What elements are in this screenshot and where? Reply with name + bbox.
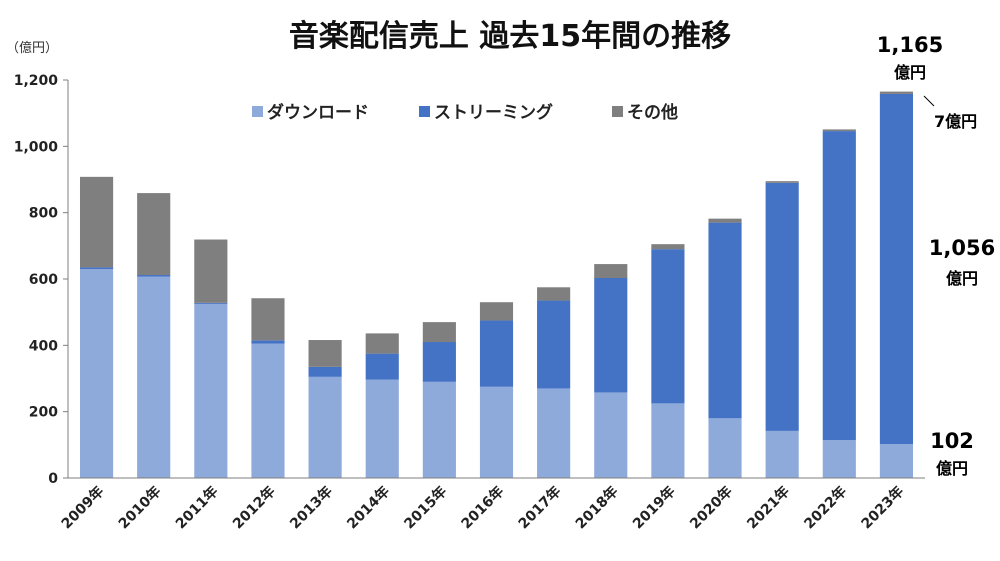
bar-download-11 [651, 403, 685, 478]
bar-other-12 [708, 218, 742, 223]
bar-streaming-6 [365, 353, 399, 380]
x-tick-label: 2011年 [172, 483, 221, 532]
bar-streaming-14 [822, 131, 856, 441]
y-tick-label: 200 [29, 405, 58, 421]
y-axis-unit: （億円） [6, 40, 58, 56]
annotation-other-label: 7億円 [934, 112, 977, 131]
annotation-total-value: 1,165 [877, 33, 943, 57]
y-tick-label: 1,000 [14, 139, 59, 155]
bar-streaming-2 [137, 275, 171, 277]
annotation-streaming-value: 1,056 [929, 236, 995, 260]
annotation-total-unit: 億円 [894, 63, 926, 82]
bar-other-6 [365, 333, 399, 354]
x-tick-label: 2009年 [58, 483, 107, 532]
annotation-download-value: 102 [930, 429, 974, 453]
x-tick-label: 2012年 [229, 483, 278, 532]
bar-streaming-4 [251, 340, 285, 344]
y-axis: 0 200 400 600 800 1,000 1,200 [14, 73, 69, 487]
y-tick-label: 600 [29, 272, 58, 288]
bar-other-5 [308, 340, 342, 367]
y-tick-label: 0 [48, 471, 58, 487]
bar-other-1 [79, 176, 114, 268]
bar-streaming-1 [79, 267, 114, 270]
bar-download-5 [308, 376, 342, 478]
legend-label-streaming: ストリーミング [434, 102, 553, 123]
bar-download-4 [251, 343, 285, 478]
bar-streaming-3 [194, 302, 228, 304]
bar-download-1 [79, 269, 114, 478]
bar-streaming-11 [651, 249, 685, 404]
bar-streaming-10 [594, 278, 628, 393]
bar-download-12 [708, 418, 742, 478]
annotation-download-unit: 億円 [936, 459, 968, 478]
bar-streaming-5 [308, 366, 342, 377]
x-tick-label: 2021年 [744, 483, 793, 532]
bar-streaming-12 [708, 222, 742, 419]
legend-swatch-other [612, 106, 623, 117]
legend-swatch-streaming [419, 106, 430, 117]
bar-other-7 [422, 322, 456, 343]
bar-other-15 [879, 91, 914, 94]
annotation-streaming-unit: 億円 [946, 269, 978, 288]
x-tick-label: 2015年 [401, 483, 450, 532]
x-axis: 2009年 2010年 2011年 2012年 2013年 2014年 2015年 2016年… [58, 477, 925, 532]
annotations: 1,165 億円 7億円 1,056 億円 102 億円 [877, 33, 995, 478]
x-tick-label: 2013年 [286, 483, 335, 532]
bar-other-3 [194, 239, 228, 303]
chart-title: 音楽配信売上 過去15年間の推移 [289, 19, 731, 54]
bar-download-13 [765, 430, 799, 478]
legend: ダウンロード ストリーミング その他 [252, 102, 678, 123]
bar-other-9 [537, 287, 571, 301]
annotation-other-leader [923, 95, 935, 107]
bar-download-15 [879, 444, 914, 478]
legend-label-other: その他 [627, 102, 678, 123]
bar-other-2 [137, 193, 171, 276]
bar-streaming-9 [537, 300, 571, 389]
bar-other-14 [822, 129, 856, 132]
bar-streaming-15 [879, 93, 914, 445]
bar-streaming-8 [479, 320, 514, 387]
bar-other-4 [251, 298, 285, 341]
x-tick-label: 2019年 [629, 483, 678, 532]
y-tick-label: 1,200 [14, 73, 59, 89]
bar-other-11 [651, 244, 685, 250]
bar-download-8 [479, 386, 514, 478]
x-tick-label: 2017年 [515, 483, 564, 532]
bar-streaming-13 [765, 182, 799, 431]
x-tick-label: 2023年 [858, 483, 907, 532]
legend-swatch-download [252, 106, 263, 117]
x-tick-label: 2022年 [801, 483, 850, 532]
bar-other-10 [594, 264, 628, 279]
legend-label-download: ダウンロード [267, 102, 369, 123]
y-tick-label: 400 [29, 338, 58, 354]
bar-download-10 [594, 392, 628, 478]
y-tick-label: 800 [29, 206, 58, 222]
bar-download-7 [422, 381, 456, 478]
bar-download-14 [822, 440, 856, 478]
x-tick-label: 2010年 [115, 483, 164, 532]
bar-streaming-7 [422, 342, 456, 382]
bar-download-6 [365, 379, 399, 478]
bar-other-8 [479, 302, 514, 321]
bar-other-13 [765, 181, 799, 183]
x-tick-label: 2018年 [572, 483, 621, 532]
x-tick-label: 2014年 [344, 483, 393, 532]
bar-download-9 [537, 388, 571, 478]
bar-download-3 [194, 303, 228, 478]
bar-download-2 [137, 276, 171, 478]
x-tick-label: 2016年 [458, 483, 507, 532]
x-tick-label: 2020年 [686, 483, 735, 532]
bars [79, 91, 914, 478]
